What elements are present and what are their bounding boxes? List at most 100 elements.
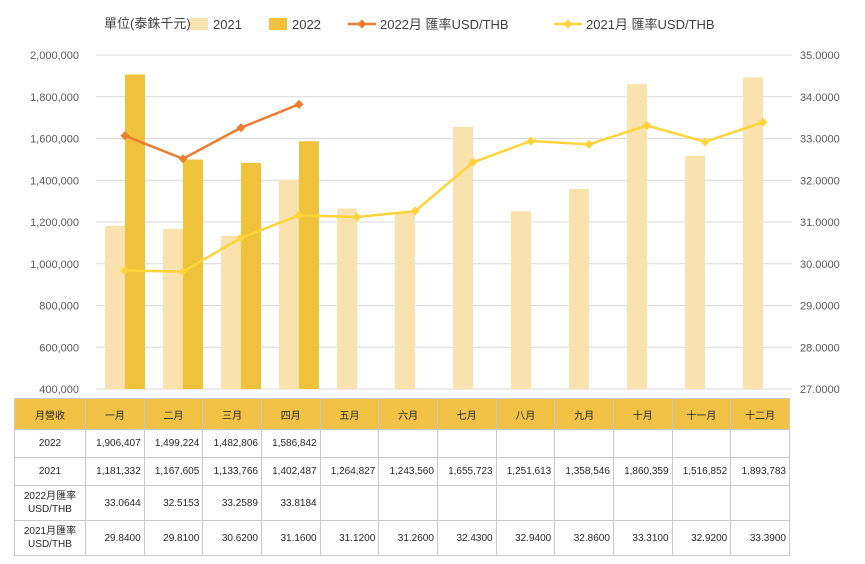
left-axis-tick-label: 400,000 bbox=[39, 384, 79, 396]
table-cell: 32.4300 bbox=[436, 520, 497, 556]
table-corner-header: 月營收 bbox=[14, 398, 86, 430]
table-cell: 32.9400 bbox=[495, 520, 556, 556]
table-column-header: 十二月 bbox=[730, 398, 790, 430]
table-column-header: 六月 bbox=[378, 398, 438, 430]
table-column-header: 三月 bbox=[202, 398, 262, 430]
table-cell bbox=[612, 485, 673, 521]
table-cell bbox=[730, 485, 790, 521]
series-line-2021月 匯率USD/THB bbox=[124, 121, 764, 273]
legend-label: 2022月 匯率USD/THB bbox=[380, 17, 509, 32]
table-cell: 1,499,224 bbox=[143, 429, 204, 458]
line-point-marker bbox=[178, 154, 188, 164]
table-cell: 33.0644 bbox=[85, 485, 145, 521]
revenue-exchange-chart: 400,000 600,000 800,000 1,000,000 1,200,000 1… bbox=[30, 16, 840, 396]
line-point-marker bbox=[410, 206, 420, 216]
table-cell bbox=[319, 485, 380, 521]
table-cell: 33.3100 bbox=[612, 520, 673, 556]
bar-2021 bbox=[279, 179, 299, 389]
table-row: 2021 1,181,332 1,167,605 1,133,766 1,402,487… bbox=[14, 457, 790, 486]
left-axis-tick-label: 1,400,000 bbox=[30, 175, 79, 187]
table-cell: 1,251,613 bbox=[495, 457, 556, 486]
line-point-marker bbox=[236, 233, 246, 243]
line-point-marker bbox=[120, 131, 130, 141]
line-point-marker bbox=[294, 210, 304, 220]
bar-2021 bbox=[105, 225, 125, 389]
legend-label: 2021 bbox=[213, 17, 242, 32]
line-point-marker bbox=[352, 212, 362, 222]
table-cell bbox=[730, 429, 790, 458]
line-point-marker bbox=[236, 123, 246, 133]
table-cell: 1,860,359 bbox=[612, 457, 673, 486]
left-axis-tick-label: 800,000 bbox=[39, 301, 79, 313]
right-axis-tick-label: 31.0000 bbox=[800, 217, 840, 229]
table-cell: 1,167,605 bbox=[143, 457, 204, 486]
line-point-marker bbox=[294, 99, 304, 109]
right-axis-tick-label: 28.0000 bbox=[800, 342, 840, 354]
bar-2021 bbox=[743, 77, 763, 390]
table-row: 2022月匯率 USD/THB 33.0644 32.5153 33.2589 33.8… bbox=[14, 485, 790, 521]
table-cell bbox=[436, 429, 497, 458]
right-axis-tick-label: 32.0000 bbox=[800, 175, 840, 187]
bar-2022 bbox=[241, 162, 261, 389]
line-point-marker bbox=[178, 267, 188, 277]
legend-swatch-2022 bbox=[269, 18, 287, 30]
left-axis-tick-label: 1,000,000 bbox=[30, 259, 79, 271]
bar-2021 bbox=[685, 155, 705, 389]
table-cell bbox=[378, 429, 438, 458]
table-cell: 1,243,560 bbox=[378, 457, 438, 486]
bar-2021 bbox=[163, 228, 183, 389]
table-row: 2022 1,906,407 1,499,224 1,482,806 1,586,842 bbox=[14, 429, 790, 458]
legend-swatch-2021 bbox=[190, 18, 208, 30]
table-cell: 1,181,332 bbox=[85, 457, 145, 486]
table-cell: 31.2600 bbox=[378, 520, 438, 556]
legend-label: 2021月 匯率USD/THB bbox=[586, 17, 715, 32]
bar-2021 bbox=[337, 208, 357, 389]
table-row-label: 2021月匯率 USD/THB bbox=[14, 520, 86, 556]
table-cell bbox=[671, 429, 732, 458]
table-cell: 29.8400 bbox=[85, 520, 145, 556]
table-cell bbox=[378, 485, 438, 521]
table-cell: 1,586,842 bbox=[260, 429, 321, 458]
line-point-marker bbox=[758, 117, 768, 127]
bar-2021 bbox=[511, 211, 531, 389]
left-axis-tick-label: 600,000 bbox=[39, 342, 79, 354]
table-cell: 1,482,806 bbox=[202, 429, 262, 458]
table-cell: 30.6200 bbox=[202, 520, 262, 556]
table-cell: 31.1200 bbox=[319, 520, 380, 556]
bar-2021 bbox=[453, 126, 473, 389]
legend-label: 2022 bbox=[292, 17, 321, 32]
right-axis-tick-label: 29.0000 bbox=[800, 301, 840, 313]
right-axis-tick-label: 34.0000 bbox=[800, 92, 840, 104]
table-header-row: 月營收 一月 二月 三月 四月 五月 六月 七月 八月 九月 十月 十一月 十二月 bbox=[14, 398, 790, 430]
table-cell bbox=[612, 429, 673, 458]
bar-2022 bbox=[125, 74, 145, 389]
table-cell bbox=[495, 485, 556, 521]
left-axis-tick-label: 2,000,000 bbox=[30, 50, 79, 62]
right-axis-tick-label: 35.0000 bbox=[800, 50, 840, 62]
line-point-marker bbox=[584, 139, 594, 149]
left-axis-tick-label: 1,200,000 bbox=[30, 217, 79, 229]
line-point-marker bbox=[526, 136, 536, 146]
table-column-header: 四月 bbox=[260, 398, 321, 430]
table-cell: 31.1600 bbox=[260, 520, 321, 556]
legend-marker bbox=[357, 19, 367, 29]
table-cell bbox=[671, 485, 732, 521]
legend-marker bbox=[563, 19, 573, 29]
bar-2021 bbox=[221, 235, 241, 389]
table-cell: 29.8100 bbox=[143, 520, 204, 556]
bar-2021 bbox=[569, 188, 589, 389]
bar-2022 bbox=[299, 141, 319, 389]
table-cell: 1,133,766 bbox=[202, 457, 262, 486]
table-cell: 1,264,827 bbox=[319, 457, 380, 486]
line-point-marker bbox=[468, 157, 478, 167]
unit-label: 單位(泰銖千元) bbox=[104, 16, 191, 31]
table-cell bbox=[436, 485, 497, 521]
table-column-header: 十月 bbox=[612, 398, 673, 430]
table-column-header: 十一月 bbox=[671, 398, 732, 430]
table-cell: 33.8184 bbox=[260, 485, 321, 521]
table-cell: 1,893,783 bbox=[730, 457, 790, 486]
table-cell: 1,516,852 bbox=[671, 457, 732, 486]
right-axis-tick-label: 27.0000 bbox=[800, 384, 840, 396]
bar-2021 bbox=[395, 212, 415, 389]
table-column-header: 一月 bbox=[85, 398, 145, 430]
